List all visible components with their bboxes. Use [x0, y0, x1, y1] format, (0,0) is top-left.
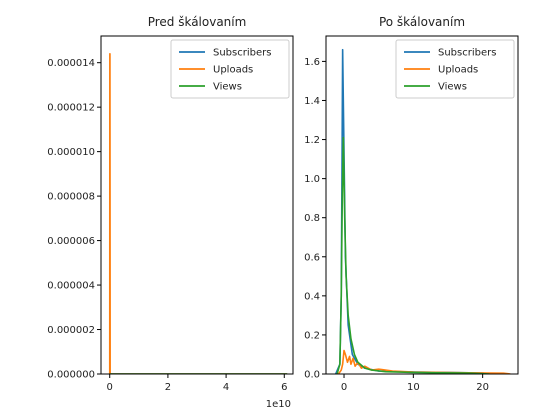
series-line-uploads [108, 52, 288, 374]
legend-entry: Subscribers [438, 48, 496, 59]
legend: Subscribers Uploads Views [170, 39, 290, 99]
y-tick-label: 0.000012 [47, 103, 95, 114]
x-tick-label: 2 [165, 382, 171, 393]
y-tick-label: 0.8 [304, 213, 320, 224]
y-tick-label: 0.000010 [47, 147, 95, 158]
y-tick-label: 0.000014 [47, 58, 95, 69]
x-tick-label: 4 [223, 382, 229, 393]
y-tick-label: 1.4 [304, 96, 320, 107]
legend-entry: Uploads [438, 65, 478, 76]
y-tick-label: 0.000004 [47, 281, 95, 292]
y-tick-label: 0.2 [304, 330, 320, 341]
axes-frame [325, 35, 519, 375]
legend-box [395, 39, 515, 99]
x-tick-label: 10 [407, 382, 420, 393]
y-tick-label: 0.4 [304, 291, 320, 302]
y-tick-label: 0.000002 [47, 325, 95, 336]
legend-entry: Uploads [213, 65, 253, 76]
chart-panel-2: 0.0 0.2 0.4 0.6 0.8 1.0 1.2 1.4 1.6 0 10 20 Po škálo… [304, 15, 519, 393]
legend-entry: Views [213, 82, 242, 93]
y-tick-label: 1.0 [304, 174, 320, 185]
x-tick-label: 0 [107, 382, 113, 393]
y-tick-label: 0.6 [304, 252, 320, 263]
series-line-views [336, 136, 490, 374]
y-tick-label: 1.6 [304, 57, 320, 68]
y-tick-label: 0.0 [304, 370, 320, 381]
chart-title: Pred škálovaním [148, 15, 247, 29]
y-tick-label: 0.000008 [47, 192, 95, 203]
x-tick-label: 6 [281, 382, 287, 393]
x-offset-label: 1e10 [266, 399, 291, 410]
legend-entry: Views [438, 82, 467, 93]
x-tick-label: 0 [341, 382, 347, 393]
chart-title: Po škálovaním [379, 15, 465, 29]
y-tick-label: 1.2 [304, 135, 320, 146]
y-tick-label: 0.000006 [47, 236, 95, 247]
y-tick-label: 0.000000 [47, 370, 95, 381]
legend-box [170, 39, 290, 99]
chart-panel-1: 0.000000 0.000002 0.000004 0.000006 0.000008… [47, 15, 294, 410]
legend: Subscribers Uploads Views [395, 39, 515, 99]
x-tick-label: 20 [476, 382, 489, 393]
axes-frame [100, 35, 294, 375]
series-line-uploads [337, 349, 511, 374]
legend-entry: Subscribers [213, 48, 271, 59]
